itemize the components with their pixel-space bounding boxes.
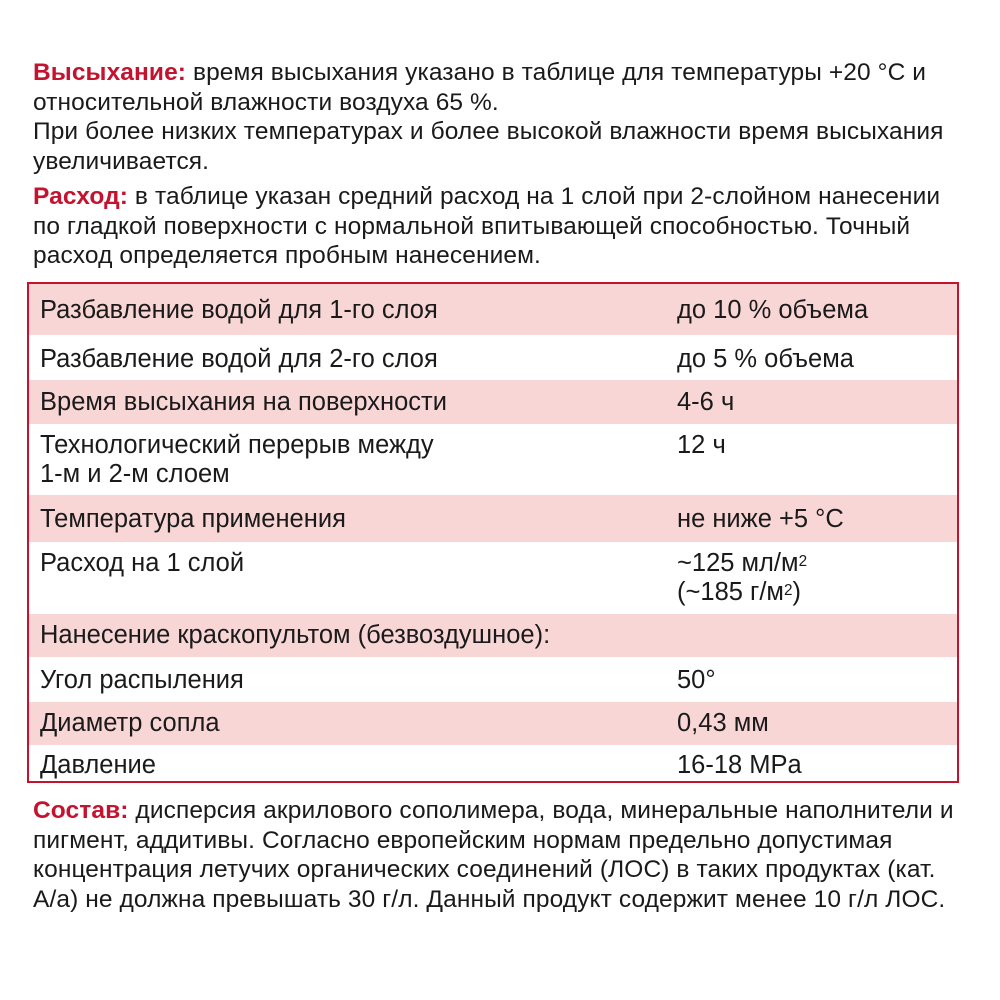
consumption-label: Расход: [33, 183, 129, 210]
drying-paragraph: Высыхание: время высыхания указано в таб… [33, 58, 973, 176]
row-key-line2: 1-м и 2-м слоем [40, 460, 230, 488]
table-row: Технологический перерыв между 1-м и 2-м с… [29, 424, 957, 495]
composition-text: дисперсия акрилового сополимера, вода, м… [33, 797, 954, 913]
table-row: Нанесение краскопультом (безвоздушное): [29, 614, 957, 657]
row-key: Давление [40, 751, 156, 779]
row-key: Технологический перерыв между 1-м и 2-м с… [40, 431, 640, 489]
row-key: Разбавление водой для 1-го слоя [40, 296, 438, 324]
table-row: Давление 16-18 MPa [29, 745, 957, 781]
composition-label: Состав: [33, 797, 129, 824]
row-key: Нанесение краскопультом (безвоздушное): [40, 621, 551, 649]
row-value: 50° [677, 666, 716, 694]
consumption-text: в таблице указан средний расход на 1 сло… [33, 183, 941, 269]
table-row: Угол распыления 50° [29, 657, 957, 702]
table-row: Диаметр сопла 0,43 мм [29, 702, 957, 745]
table-row: Разбавление водой для 2-го слоя до 5 % о… [29, 335, 957, 380]
table-row: Расход на 1 слой ~125 мл/м2 (~185 г/м2) [29, 542, 957, 614]
table-row: Температура применения не ниже +5 °C [29, 495, 957, 542]
row-value: 16-18 MPa [677, 751, 802, 779]
row-value: 0,43 мм [677, 709, 769, 737]
specs-table: Разбавление водой для 1-го слоя до 10 % … [27, 282, 959, 783]
superscript: 2 [783, 582, 793, 599]
row-key: Время высыхания на поверхности [40, 388, 447, 416]
drying-text: время высыхания указано в таблице для те… [33, 59, 927, 116]
consumption-paragraph: Расход: в таблице указан средний расход … [33, 182, 973, 271]
row-value: ~125 мл/м2 (~185 г/м2) [677, 549, 947, 607]
drying-note: При более низких температурах и более вы… [33, 118, 944, 175]
table-row: Время высыхания на поверхности 4-6 ч [29, 380, 957, 424]
table-row: Разбавление водой для 1-го слоя до 10 % … [29, 284, 957, 335]
consumption-g: (~185 г/м [677, 578, 784, 606]
row-key: Разбавление водой для 2-го слоя [40, 345, 438, 373]
row-value: до 5 % объема [677, 345, 854, 373]
drying-label: Высыхание: [33, 59, 187, 86]
row-key: Температура применения [40, 505, 346, 533]
row-value: 4-6 ч [677, 388, 735, 416]
row-value: не ниже +5 °C [677, 505, 844, 533]
composition-paragraph: Состав: дисперсия акрилового сополимера,… [33, 796, 973, 914]
row-key: Угол распыления [40, 666, 244, 694]
superscript: 2 [798, 553, 808, 570]
consumption-ml: ~125 мл/м [677, 549, 799, 577]
row-value: до 10 % объема [677, 296, 869, 324]
row-key: Расход на 1 слой [40, 549, 245, 577]
row-value: 12 ч [677, 431, 726, 459]
row-key: Диаметр сопла [40, 709, 220, 737]
paren-close: ) [792, 578, 801, 606]
row-key-line1: Технологический перерыв между [40, 431, 434, 459]
